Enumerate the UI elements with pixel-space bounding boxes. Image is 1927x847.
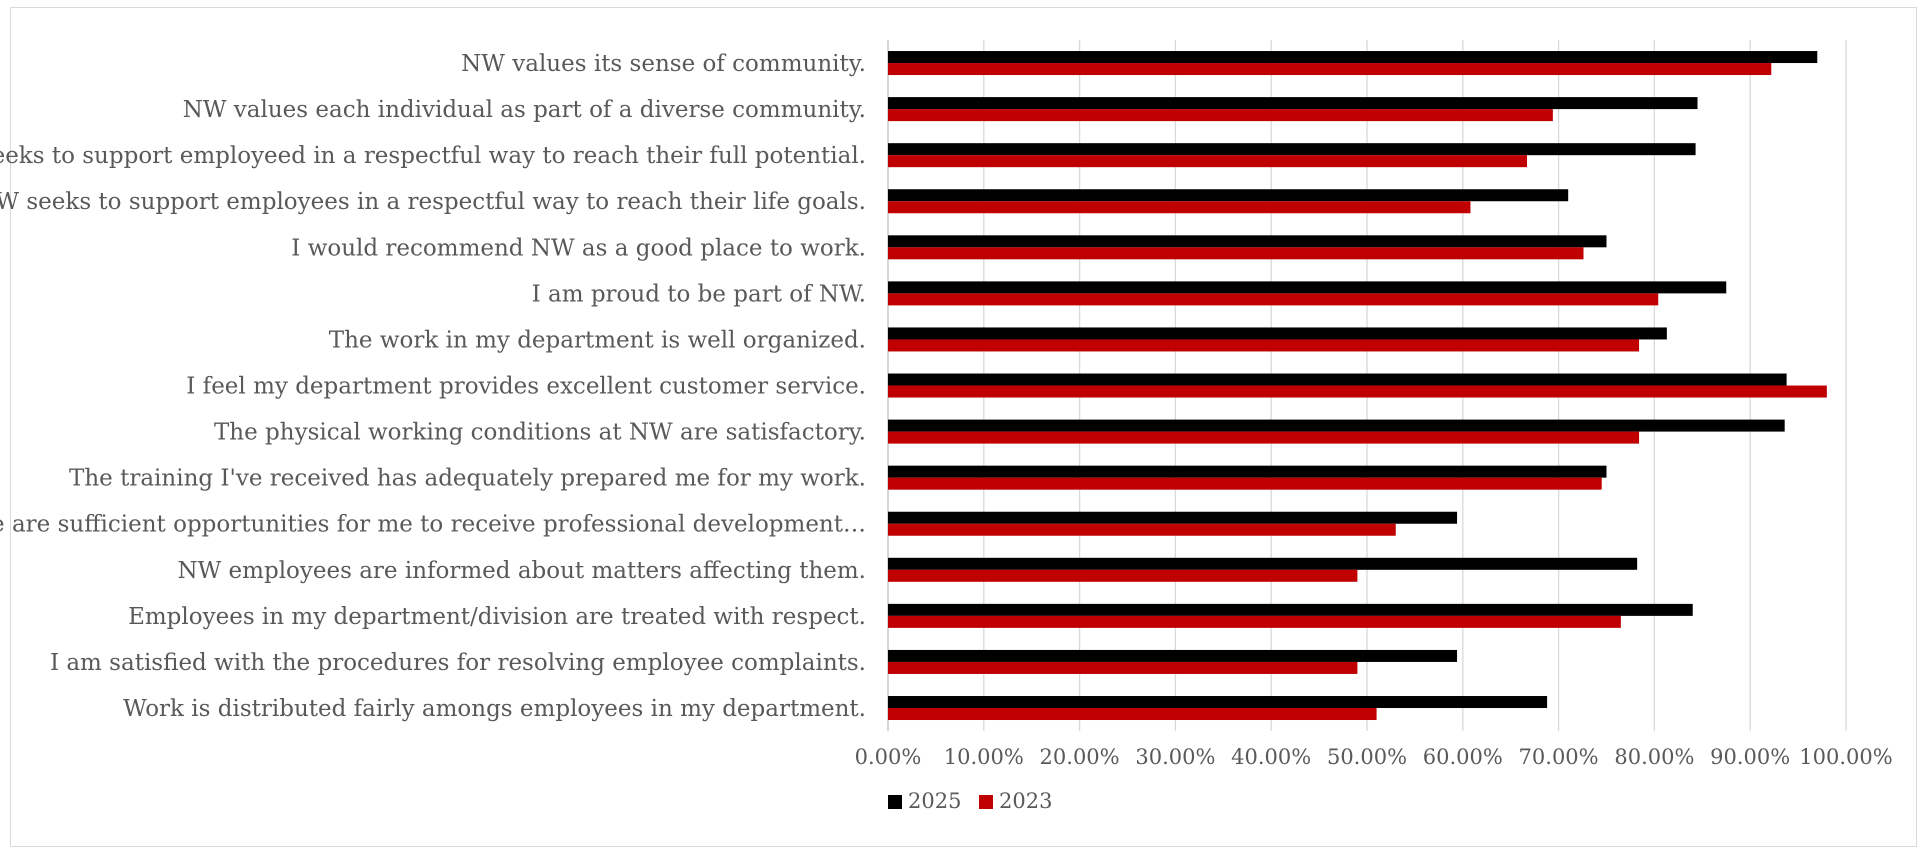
bar-2023 <box>888 431 1640 444</box>
bar-2025 <box>888 649 1458 662</box>
legend-label-2023: 2023 <box>999 789 1052 813</box>
category-label: NW employees are informed about matters … <box>177 558 866 584</box>
x-tick-label: 40.00% <box>1231 745 1311 769</box>
bar-2023 <box>888 385 1827 398</box>
bar-2023 <box>888 569 1358 582</box>
category-label: NW seeks to support employees in a respe… <box>0 189 866 215</box>
bar-2025 <box>888 419 1785 432</box>
x-tick-label: 70.00% <box>1519 745 1599 769</box>
category-label: The work in my department is well organi… <box>329 327 866 353</box>
x-tick-label: 20.00% <box>1040 745 1120 769</box>
bar-2025 <box>888 189 1569 202</box>
category-label: The training I've received has adequatel… <box>69 466 866 492</box>
category-label: NW seeks to support employeed in a respe… <box>0 143 866 169</box>
category-label: Employees in my department/division are … <box>128 604 866 630</box>
bar-2025 <box>888 51 1818 64</box>
bar-2025 <box>888 235 1607 248</box>
category-label: I would recommend NW as a good place to … <box>291 235 866 261</box>
bar-2023 <box>888 63 1772 76</box>
bar-2025 <box>888 465 1607 478</box>
x-tick-label: 60.00% <box>1423 745 1503 769</box>
bar-2025 <box>888 696 1548 709</box>
category-label: NW values each individual as part of a d… <box>183 97 866 123</box>
legend-swatch-2023 <box>979 795 993 809</box>
bar-2025 <box>888 143 1696 156</box>
legend: 2025 2023 <box>888 789 1052 813</box>
bar-2025 <box>888 327 1667 340</box>
x-tick-label: 80.00% <box>1614 745 1694 769</box>
bars <box>888 51 1827 721</box>
x-tick-label: 50.00% <box>1327 745 1407 769</box>
category-label: I feel my department provides excellent … <box>186 374 866 400</box>
bar-2025 <box>888 281 1727 294</box>
bar-2025 <box>888 373 1787 386</box>
x-tick-label: 10.00% <box>944 745 1024 769</box>
category-label: Work is distributed fairly amongs employ… <box>123 696 866 722</box>
bar-2025 <box>888 603 1693 616</box>
category-label: I am proud to be part of NW. <box>532 281 866 307</box>
x-tick-label: 90.00% <box>1710 745 1790 769</box>
bar-2023 <box>888 477 1602 490</box>
bar-2023 <box>888 247 1584 260</box>
bar-2025 <box>888 557 1638 570</box>
bar-2023 <box>888 615 1621 628</box>
bar-2023 <box>888 708 1377 721</box>
legend-swatch-2025 <box>888 795 902 809</box>
bar-2023 <box>888 155 1527 168</box>
category-label: The physical working conditions at NW ar… <box>214 420 866 446</box>
bar-2023 <box>888 661 1358 674</box>
legend-label-2025: 2025 <box>908 789 961 813</box>
bar-2023 <box>888 201 1471 214</box>
bar-2023 <box>888 339 1640 352</box>
bar-2023 <box>888 109 1553 122</box>
x-tick-label: 0.00% <box>855 745 922 769</box>
category-label: There are sufficient opportunities for m… <box>0 512 866 538</box>
category-label: I am satisfied with the procedures for r… <box>50 650 866 676</box>
bar-2023 <box>888 293 1659 306</box>
x-tick-labels: 0.00% 10.00% 20.00% 30.00% 40.00% 50.00% 60.00… <box>855 745 1893 769</box>
bar-2023 <box>888 523 1396 536</box>
category-labels: NW values its sense of community. NW valu… <box>0 51 866 722</box>
bar-2025 <box>888 97 1698 110</box>
category-label: NW values its sense of community. <box>461 51 866 77</box>
bar-2025 <box>888 511 1458 524</box>
x-tick-label: 100.00% <box>1799 745 1892 769</box>
x-tick-label: 30.00% <box>1135 745 1215 769</box>
